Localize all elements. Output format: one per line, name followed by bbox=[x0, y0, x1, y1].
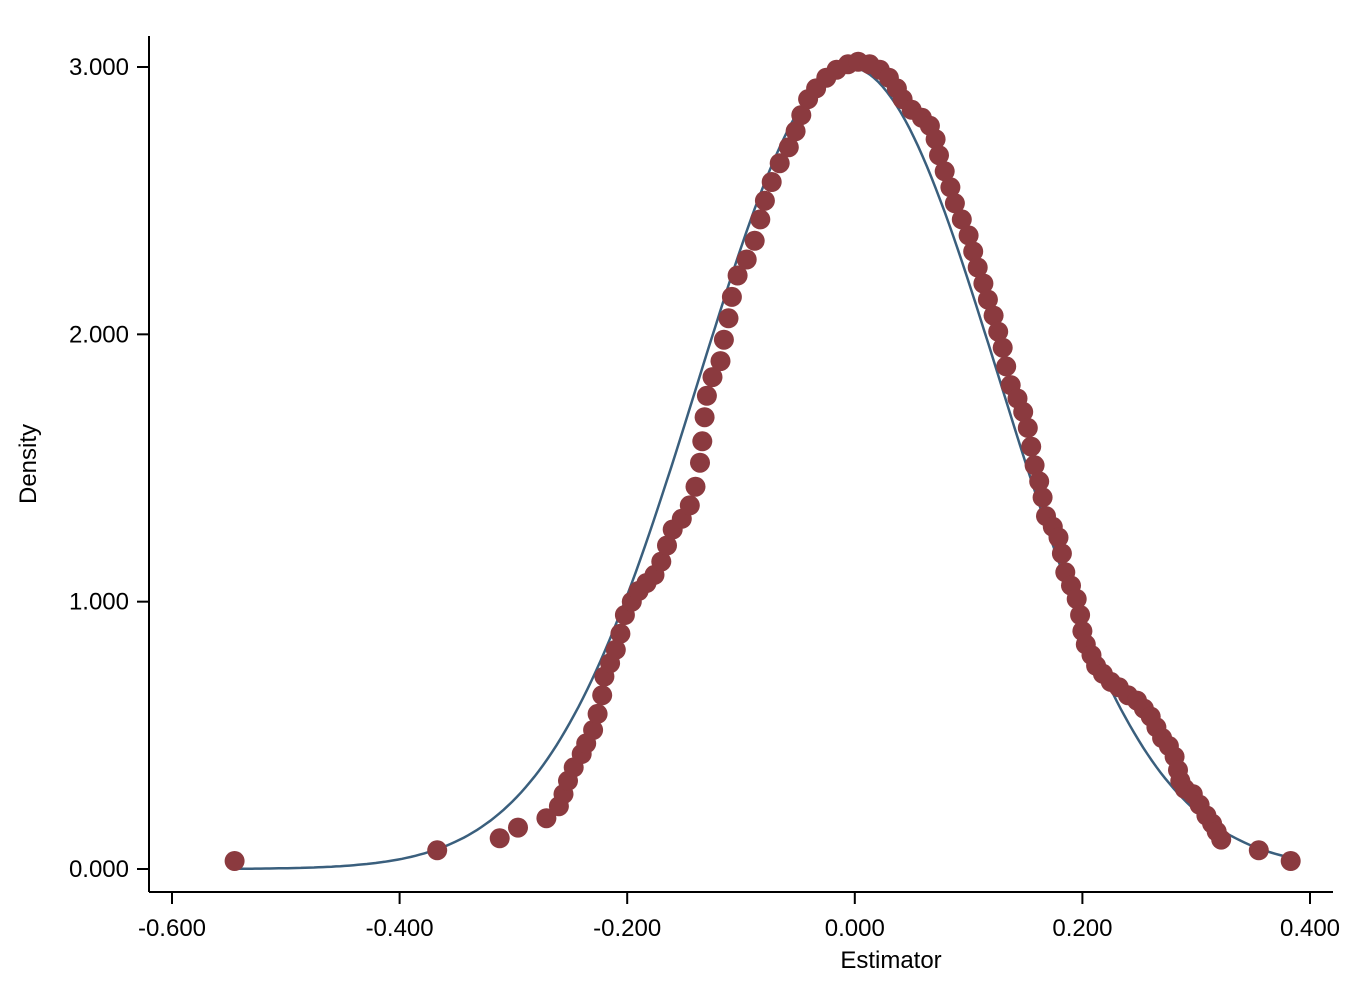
data-point bbox=[1280, 851, 1301, 871]
data-point bbox=[610, 623, 631, 644]
data-point bbox=[754, 190, 775, 211]
y-axis-ticks: 0.000 1.000 2.000 3.000 bbox=[69, 54, 149, 883]
y-tick-label: 2.000 bbox=[69, 321, 129, 348]
data-point bbox=[992, 337, 1013, 358]
data-point bbox=[1248, 840, 1269, 861]
data-point bbox=[696, 385, 717, 406]
data-point bbox=[1017, 417, 1038, 438]
data-point bbox=[657, 535, 677, 556]
data-point bbox=[651, 551, 672, 572]
y-axis-label: Density bbox=[15, 424, 42, 504]
data-point bbox=[692, 431, 713, 452]
data-point bbox=[750, 209, 771, 230]
points-layer bbox=[224, 51, 1301, 871]
data-point bbox=[690, 452, 710, 473]
y-tick-label: 0.000 bbox=[69, 856, 129, 883]
data-point bbox=[1024, 455, 1045, 476]
data-point bbox=[973, 273, 994, 294]
data-point bbox=[977, 289, 998, 310]
data-point bbox=[224, 851, 245, 871]
data-point bbox=[727, 265, 748, 286]
data-point bbox=[785, 121, 806, 142]
data-point bbox=[1070, 605, 1091, 625]
data-point bbox=[721, 286, 742, 307]
data-point bbox=[694, 407, 715, 428]
data-point bbox=[791, 105, 812, 126]
data-point bbox=[940, 177, 961, 198]
data-point bbox=[736, 249, 757, 270]
data-point bbox=[925, 129, 946, 150]
data-point bbox=[744, 230, 765, 251]
data-point bbox=[996, 356, 1017, 377]
x-tick-label: 0.200 bbox=[1052, 915, 1112, 942]
data-point bbox=[587, 703, 608, 724]
axes-layer: 0.000 1.000 2.000 3.000 -0.600 -0.400 -0.200 0… bbox=[15, 36, 1340, 974]
data-point bbox=[944, 193, 965, 214]
data-point bbox=[1211, 829, 1232, 850]
data-point bbox=[702, 367, 723, 388]
x-axis-label: Estimator bbox=[840, 947, 941, 974]
data-point bbox=[427, 840, 448, 861]
data-point bbox=[718, 308, 739, 329]
data-point bbox=[983, 305, 1004, 326]
data-point bbox=[605, 639, 626, 660]
data-point bbox=[761, 172, 782, 192]
data-point bbox=[489, 828, 510, 849]
data-point bbox=[685, 476, 706, 497]
data-point bbox=[1066, 589, 1087, 609]
data-point bbox=[1021, 436, 1042, 457]
data-point bbox=[958, 225, 979, 246]
data-point bbox=[988, 321, 1009, 342]
x-tick-label: -0.400 bbox=[366, 915, 434, 942]
data-point bbox=[679, 495, 700, 516]
data-point bbox=[710, 351, 731, 372]
data-point bbox=[1032, 487, 1053, 508]
data-point bbox=[508, 817, 528, 838]
data-point bbox=[929, 145, 949, 166]
y-tick-label: 1.000 bbox=[69, 589, 129, 616]
y-tick-label: 3.000 bbox=[69, 54, 129, 81]
data-point bbox=[1048, 527, 1069, 548]
data-point bbox=[536, 808, 557, 829]
data-point bbox=[1051, 543, 1072, 564]
data-point bbox=[778, 137, 799, 158]
x-tick-label: -0.200 bbox=[593, 915, 661, 942]
data-point bbox=[713, 329, 734, 350]
data-point bbox=[951, 209, 972, 230]
data-point bbox=[1013, 401, 1034, 422]
x-axis-ticks: -0.600 -0.400 -0.200 0.000 0.200 0.400 bbox=[138, 892, 1340, 942]
data-point bbox=[963, 241, 984, 262]
data-point bbox=[934, 161, 955, 182]
x-tick-label: 0.400 bbox=[1280, 915, 1340, 942]
x-tick-label: -0.600 bbox=[138, 915, 206, 942]
x-tick-label: 0.000 bbox=[825, 915, 885, 942]
data-point bbox=[1029, 471, 1050, 492]
data-point bbox=[967, 257, 988, 278]
data-point bbox=[769, 153, 790, 174]
data-point bbox=[583, 720, 604, 740]
data-point bbox=[592, 685, 613, 706]
